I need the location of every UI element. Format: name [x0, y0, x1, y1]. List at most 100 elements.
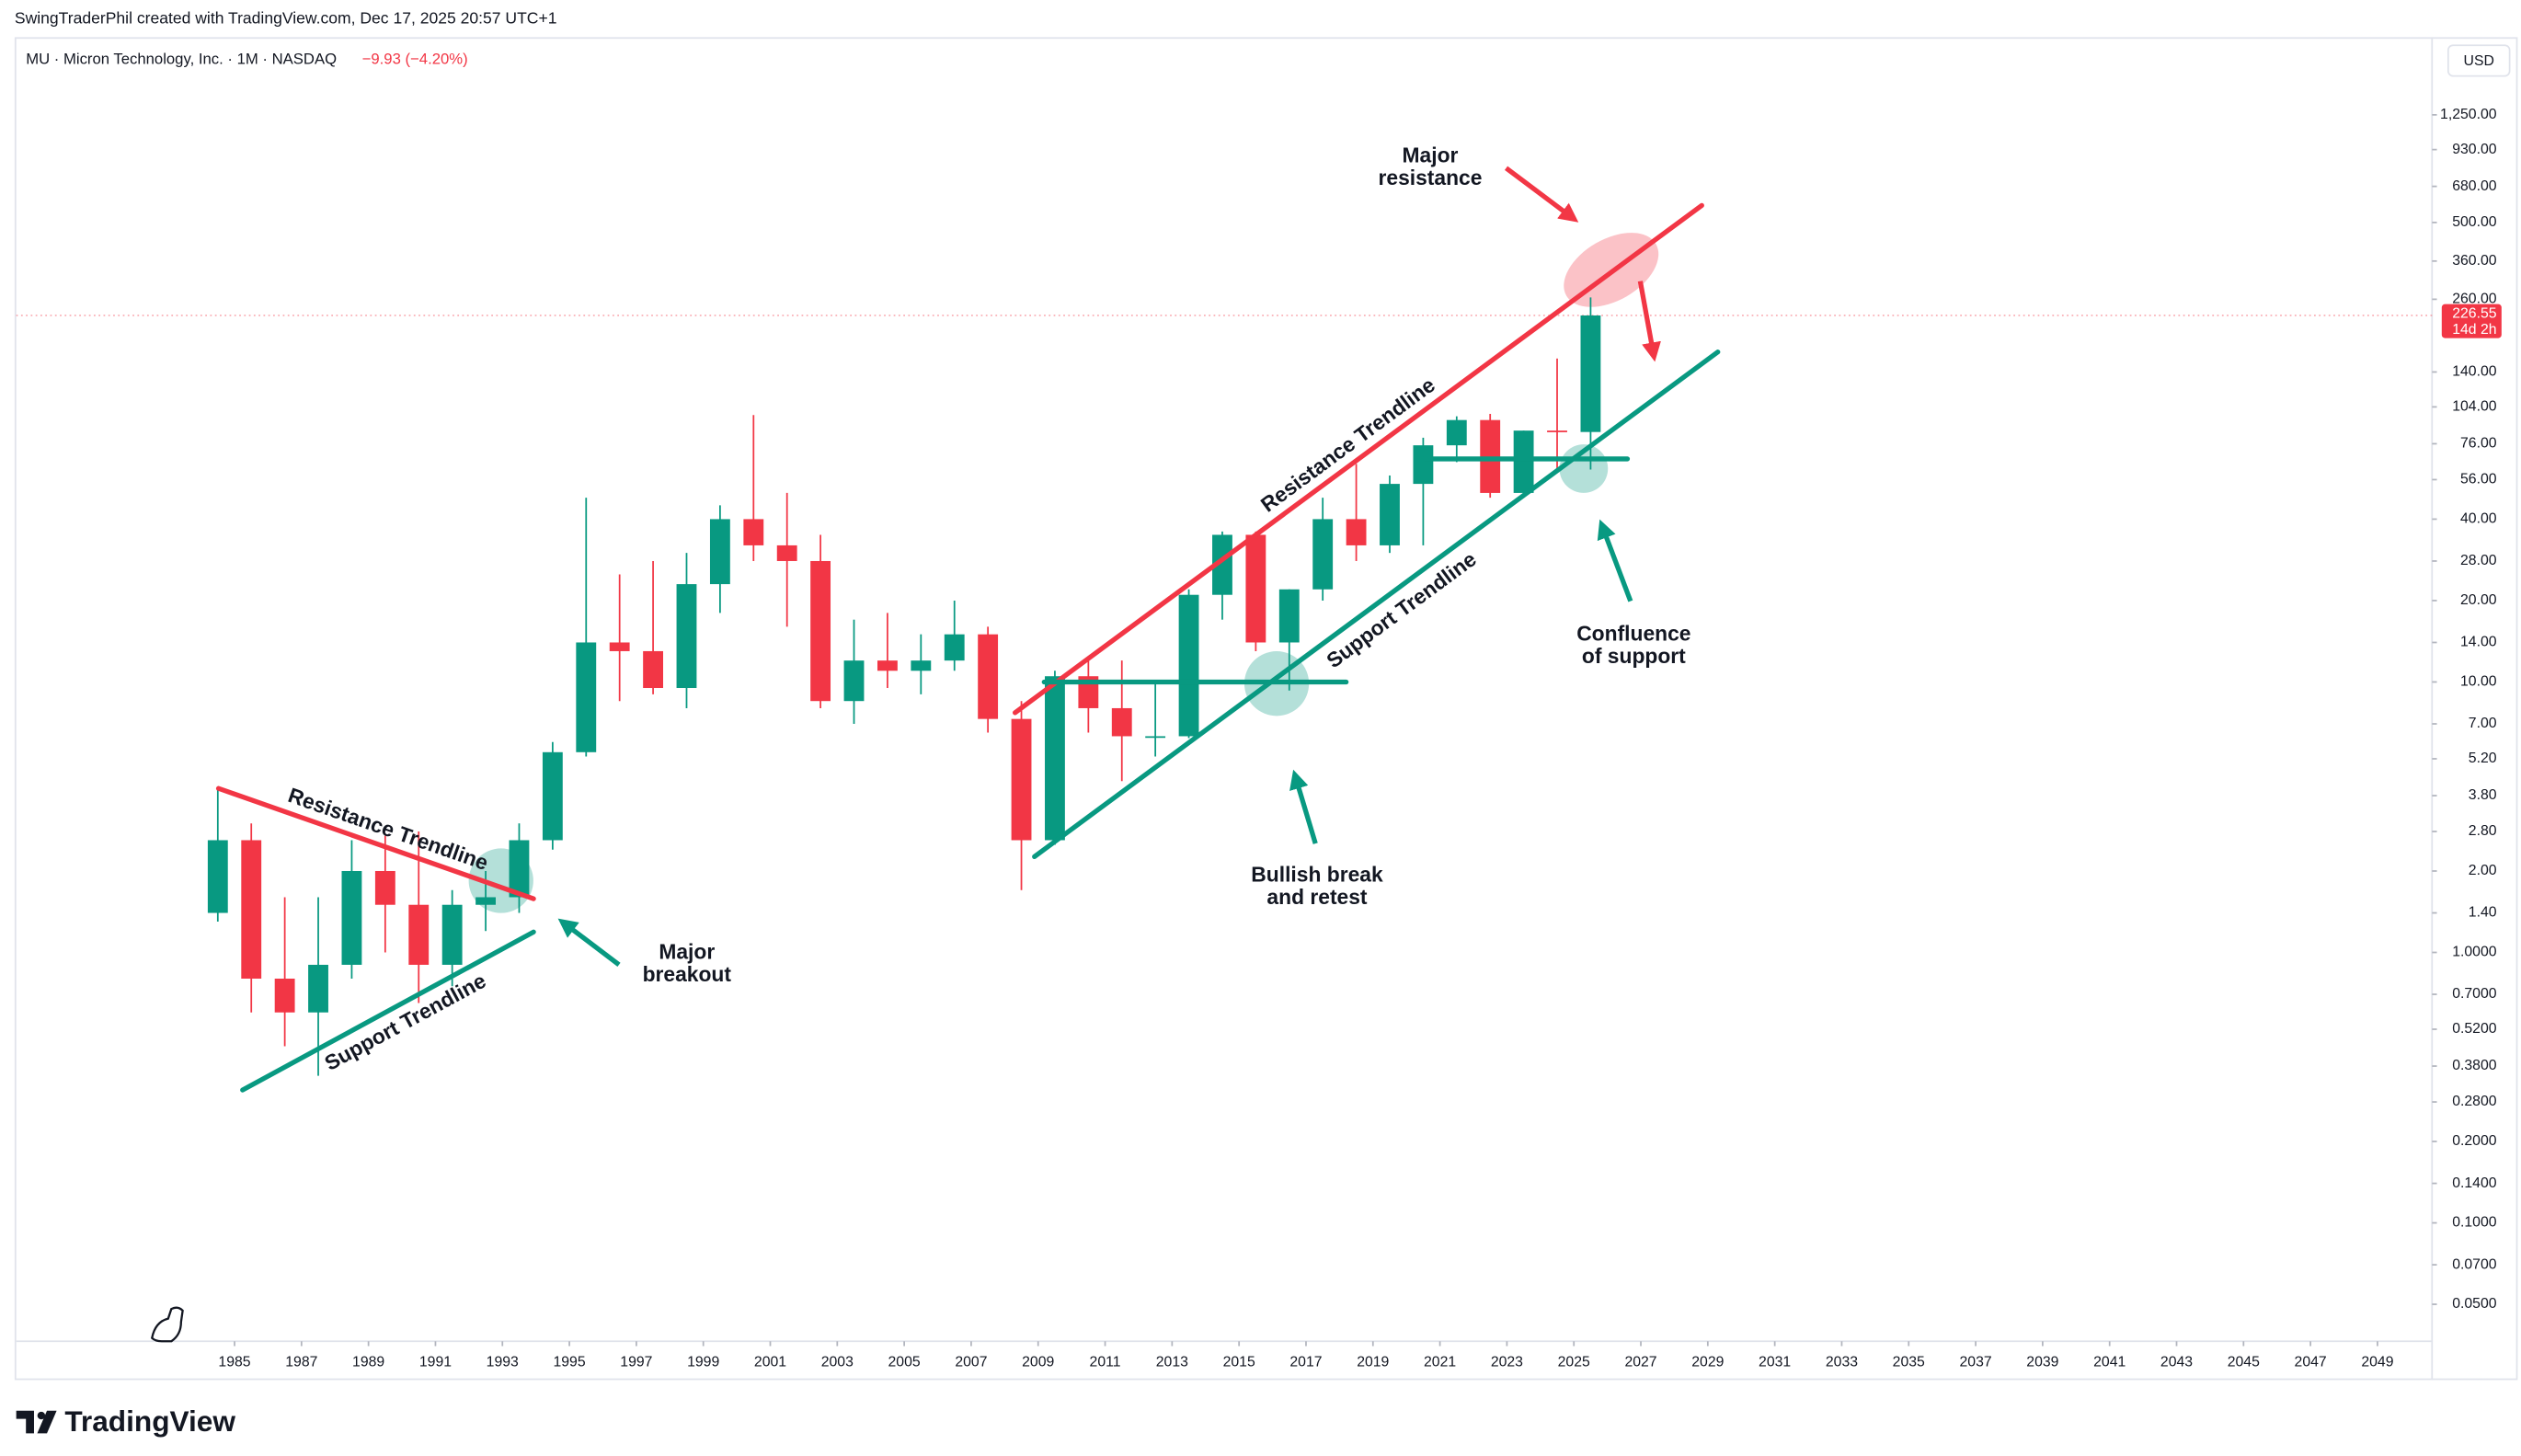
- x-tick-label: 1987: [285, 1354, 317, 1370]
- trendline: [1012, 202, 1704, 716]
- candle-body: [1580, 315, 1601, 432]
- y-tick-label: 1,250.00: [2440, 107, 2497, 122]
- annotation: breakout: [643, 962, 732, 986]
- last-price-label: 226.55: [2452, 305, 2497, 321]
- x-tick-label: 2041: [2093, 1354, 2126, 1370]
- y-tick-label: 930.00: [2452, 142, 2497, 157]
- candle-body: [1513, 430, 1534, 493]
- candle-body: [1245, 534, 1266, 643]
- arrow: [1289, 769, 1318, 844]
- symbol-title: MU · Micron Technology, Inc. · 1M · NASD…: [26, 50, 337, 67]
- arrow: [1504, 166, 1579, 223]
- y-tick-label: 2.00: [2469, 863, 2497, 878]
- candle-body: [944, 634, 965, 661]
- x-tick-label: 2005: [888, 1354, 921, 1370]
- brand: TradingView: [64, 1404, 235, 1438]
- x-tick-label: 2023: [1491, 1354, 1523, 1370]
- annotation: Major: [1403, 143, 1459, 166]
- x-tick-label: 2043: [2160, 1354, 2193, 1370]
- y-tick-label: 1.40: [2469, 905, 2497, 921]
- y-tick-label: 680.00: [2452, 178, 2497, 194]
- x-tick-label: 1989: [352, 1354, 384, 1370]
- y-tick-label: 56.00: [2460, 472, 2497, 487]
- candle-body: [207, 840, 228, 913]
- y-tick-label: 40.00: [2460, 511, 2497, 527]
- candle-body: [911, 660, 932, 671]
- y-tick-label: 0.1400: [2452, 1175, 2497, 1191]
- candle-body: [1380, 484, 1400, 545]
- annotations: Major resistance Major breakout Bullish …: [643, 143, 1691, 986]
- currency-button[interactable]: [2447, 44, 2511, 77]
- y-tick-label: 140.00: [2452, 364, 2497, 380]
- countdown-label: 14d 2h: [2452, 322, 2496, 338]
- x-tick-label: 2033: [1826, 1354, 1858, 1370]
- y-tick-label: 5.20: [2469, 751, 2497, 766]
- candle-body: [1212, 534, 1232, 595]
- candle-body: [709, 519, 730, 585]
- logo-mark: [16, 1410, 57, 1434]
- y-tick-label: 14.00: [2460, 635, 2497, 650]
- x-tick-label: 2045: [2228, 1354, 2260, 1370]
- candle-body: [1045, 676, 1065, 841]
- dino-icon: [151, 1306, 184, 1343]
- x-tick-label: 2027: [1624, 1354, 1656, 1370]
- candle-body: [1178, 594, 1199, 737]
- x-tick-label: 2025: [1558, 1354, 1590, 1370]
- annotation: resistance: [1379, 166, 1483, 189]
- y-tick-label: 0.0500: [2452, 1296, 2497, 1312]
- candle-body: [1446, 419, 1467, 446]
- candle-body: [441, 904, 463, 965]
- candle-body: [374, 870, 395, 905]
- x-tick-label: 1991: [419, 1354, 452, 1370]
- x-tick-label: 2021: [1424, 1354, 1456, 1370]
- y-tick-label: 0.7000: [2452, 986, 2497, 1002]
- y-tick-label: 10.00: [2460, 674, 2497, 690]
- y-tick-label: 360.00: [2452, 253, 2497, 269]
- x-tick-label: 2035: [1893, 1354, 1925, 1370]
- y-tick-label: 2.80: [2469, 823, 2497, 839]
- trendline: [240, 929, 536, 1093]
- y-tick-label: 0.5200: [2452, 1021, 2497, 1037]
- y-tick-label: 20.00: [2460, 592, 2497, 608]
- arrows: [557, 166, 1661, 967]
- x-tick-label: 1993: [487, 1354, 519, 1370]
- candle-body: [509, 840, 530, 898]
- candle-body: [274, 978, 295, 1013]
- candle-body: [1547, 430, 1567, 432]
- annotation: Confluence: [1576, 622, 1690, 646]
- y-tick-label: 0.2000: [2452, 1133, 2497, 1149]
- arrow: [1637, 281, 1661, 362]
- candle-body: [776, 545, 797, 561]
- x-tick-label: 2031: [1759, 1354, 1791, 1370]
- candle-body: [1312, 519, 1334, 590]
- candle-body: [810, 560, 831, 702]
- arrow: [557, 918, 621, 967]
- x-tick-label: 2037: [1960, 1354, 1992, 1370]
- annotation: and retest: [1266, 885, 1368, 909]
- candle-body: [308, 964, 328, 1013]
- candle-body: [1413, 445, 1434, 485]
- currency[interactable]: USD: [2464, 53, 2494, 69]
- x-tick-label: 2047: [2295, 1354, 2327, 1370]
- candle-body: [643, 650, 664, 689]
- y-tick-label: 104.00: [2452, 399, 2497, 415]
- x-tick-label: 2007: [955, 1354, 987, 1370]
- annotation: Major: [659, 940, 715, 964]
- candle-body: [408, 904, 430, 965]
- trendline: [1032, 350, 1721, 860]
- x-tick-label: 2015: [1223, 1354, 1255, 1370]
- x-tick-label: 2011: [1090, 1354, 1121, 1370]
- x-tick-label: 2029: [1691, 1354, 1724, 1370]
- icon: [151, 1306, 184, 1343]
- x-tick-label: 2013: [1156, 1354, 1188, 1370]
- credit: SwingTraderPhil created with TradingView…: [15, 9, 557, 28]
- x-tick-label: 1985: [218, 1354, 250, 1370]
- frame: [14, 37, 2518, 1381]
- x-tick-label: 1997: [620, 1354, 652, 1370]
- logo: TradingView: [16, 1404, 235, 1438]
- last-price-box: [2441, 304, 2502, 338]
- x-tick-label: 1995: [553, 1354, 585, 1370]
- candle-body: [1346, 519, 1367, 545]
